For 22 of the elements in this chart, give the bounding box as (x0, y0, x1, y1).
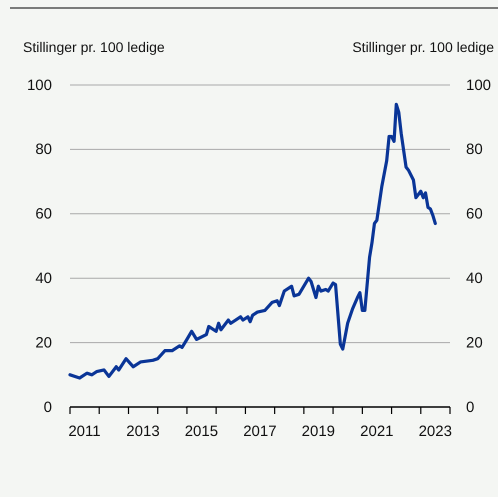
y2-tick-label: 100 (466, 76, 492, 94)
y-tick-label: 100 (26, 76, 52, 94)
y2-tick-label: 60 (466, 206, 483, 223)
y2-tick-label: 40 (466, 270, 483, 287)
y2-tick-label: 0 (466, 398, 474, 416)
x-tick-label: 2019 (302, 423, 336, 440)
y-tick-label: 40 (35, 270, 52, 287)
y-tick-label: 60 (35, 206, 52, 223)
y2-tick-label: 20 (466, 334, 483, 352)
x-tick-label: 2015 (184, 423, 218, 440)
x-tick-label: 2021 (360, 423, 394, 440)
y-tick-label: 0 (44, 398, 52, 416)
x-tick-label: 2017 (243, 423, 277, 440)
x-tick-label: 2011 (68, 423, 101, 440)
x-tick-label: 2023 (418, 423, 452, 440)
line-series (68, 102, 437, 380)
y-tick-label: 80 (35, 141, 52, 158)
y-tick-label: 20 (35, 334, 52, 352)
y-axis-title: Stillinger pr. 100 ledige (23, 39, 165, 55)
x-tick-label: 2013 (126, 423, 160, 440)
y2-axis-title: Stillinger pr. 100 ledige (352, 39, 494, 55)
y2-tick-label: 80 (466, 141, 483, 158)
